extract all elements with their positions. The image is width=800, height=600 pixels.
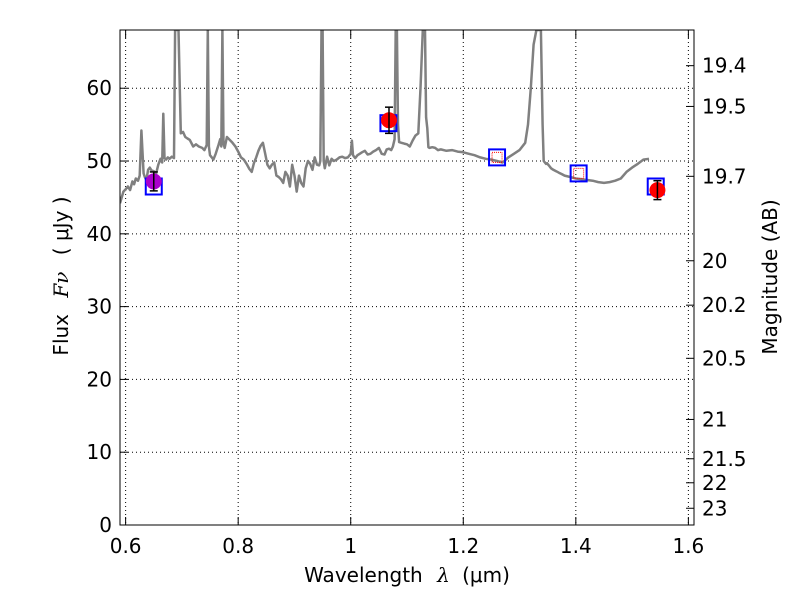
data-marks [144,106,666,201]
y2-tick-label: 21 [702,407,727,431]
x-axis-label-symbol: λ [436,563,450,587]
y2-axis-label: Magnitude (AB) [758,199,782,354]
plot-frame [119,29,695,526]
x-tick-label: 1.2 [447,534,479,558]
y2-tick-label: 21.5 [702,447,747,471]
y-tick-label: 40 [87,222,112,246]
y-axis-label-unit: ( μJy ) [49,196,73,255]
y-tick-label: 10 [87,440,112,464]
y2-tick-label: 22 [702,471,727,495]
y2-tick-label: 20 [702,249,727,273]
x-tick-label: 1.6 [672,534,704,558]
x-tick-label: 0.8 [222,534,254,558]
y-tick-label: 60 [87,76,112,100]
y2-tick-label: 20.2 [702,293,747,317]
y2-tick-label: 19.5 [702,94,747,118]
y-tick-label: 0 [99,513,112,537]
y-axis-label-text: Flux [49,314,73,356]
y2-tick-label: 20.5 [702,346,747,370]
x-axis-label-unit: (μm) [462,563,510,587]
x-tick-label: 1 [344,534,357,558]
axis-ticks: 0.6 0.8 1 1.2 1.4 1.6 0 10 20 30 40 50 60 19.4 19.5 19.… [87,30,747,558]
y2-tick-label: 19.4 [702,54,747,78]
y-tick-label: 30 [87,295,112,319]
x-tick-label: 0.6 [110,534,142,558]
x-axis-label: Wavelength λ (μm) [304,563,510,587]
spectrum-line [120,30,650,204]
y-tick-label: 20 [87,367,112,391]
y-axis-label: Flux Fν ( μJy ) [49,196,73,355]
model-point-inner [491,151,503,163]
model-point-inner [573,167,585,179]
x-axis-label-text: Wavelength [304,563,423,587]
model-point [569,164,588,183]
x-tick-label: 1.4 [560,534,592,558]
grid [120,30,694,526]
y2-tick-label: 19.7 [702,164,747,188]
y-tick-label: 50 [87,149,112,173]
y-axis-label-symbol: Fν [49,272,73,299]
y2-tick-label: 23 [702,496,727,520]
model-point [488,148,507,167]
